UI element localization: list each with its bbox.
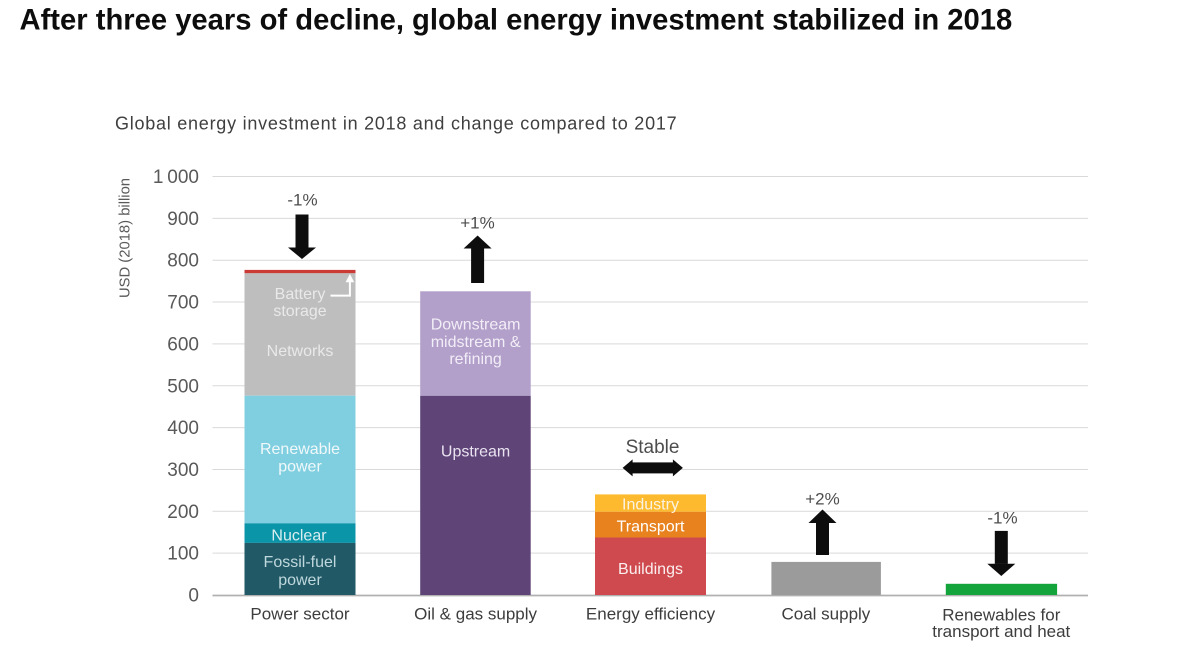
svg-text:Downstream: Downstream	[431, 317, 521, 334]
svg-text:200: 200	[167, 502, 199, 523]
svg-text:Battery: Battery	[275, 286, 326, 303]
svg-text:Coal supply: Coal supply	[781, 605, 870, 624]
svg-text:300: 300	[167, 460, 199, 481]
svg-text:power: power	[278, 572, 322, 589]
svg-text:Renewables for: Renewables for	[942, 605, 1060, 624]
svg-text:Renewable: Renewable	[260, 441, 340, 458]
svg-text:Networks: Networks	[267, 343, 334, 360]
svg-text:USD (2018) billion: USD (2018) billion	[118, 178, 134, 298]
svg-text:800: 800	[167, 251, 199, 272]
svg-text:100: 100	[167, 544, 199, 565]
svg-text:500: 500	[167, 376, 199, 397]
svg-text:Power sector: Power sector	[250, 605, 350, 624]
svg-text:0: 0	[188, 586, 199, 607]
svg-text:1 000: 1 000	[153, 167, 199, 188]
svg-text:400: 400	[167, 418, 199, 439]
svg-text:transport and heat: transport and heat	[932, 622, 1070, 641]
svg-text:-1%: -1%	[987, 509, 1017, 528]
svg-text:Oil & gas supply: Oil & gas supply	[414, 605, 537, 624]
svg-text:Industry: Industry	[622, 496, 679, 513]
svg-text:900: 900	[167, 209, 199, 230]
svg-text:refining: refining	[449, 351, 501, 368]
svg-text:Fossil-fuel: Fossil-fuel	[264, 554, 337, 571]
svg-text:+1%: +1%	[460, 214, 495, 233]
svg-text:Energy efficiency: Energy efficiency	[586, 605, 716, 624]
svg-text:power: power	[278, 459, 322, 476]
svg-text:Nuclear: Nuclear	[271, 527, 327, 544]
svg-text:After three years of decline,: After three years of decline, global ene…	[20, 5, 1013, 37]
svg-text:Buildings: Buildings	[618, 561, 683, 578]
svg-text:Stable: Stable	[626, 437, 680, 458]
svg-text:Upstream: Upstream	[441, 443, 510, 460]
svg-text:700: 700	[167, 293, 199, 314]
svg-text:Transport: Transport	[617, 519, 685, 536]
svg-text:midstream &: midstream &	[431, 334, 521, 351]
svg-text:storage: storage	[273, 303, 326, 320]
svg-text:+2%: +2%	[805, 490, 840, 509]
svg-text:600: 600	[167, 334, 199, 355]
svg-text:Global energy investment in 20: Global energy investment in 2018 and cha…	[115, 114, 677, 134]
svg-text:-1%: -1%	[287, 191, 317, 210]
